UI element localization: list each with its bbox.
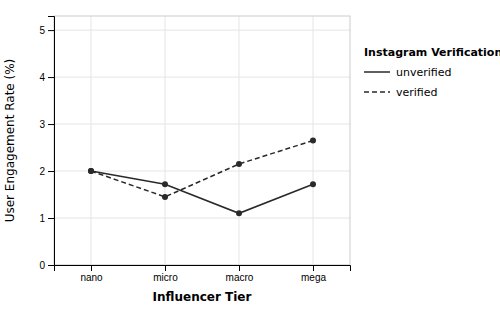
y-axis-title: User Engagement Rate (%) [3, 59, 17, 223]
x-tick-label: nano [80, 272, 103, 283]
y-tick-mark [48, 218, 54, 219]
y-axis: 0 1 2 3 4 5 [39, 17, 54, 271]
point [88, 168, 94, 174]
x-tick: mega [301, 265, 326, 283]
legend-entry: unverified [364, 66, 451, 79]
x-tick: nano [80, 265, 103, 283]
x-axis-title: Influencer Tier [153, 290, 252, 304]
series [88, 138, 316, 200]
grid-line-x [165, 16, 166, 265]
plot-frame [54, 16, 350, 265]
y-tick: 2 [39, 166, 54, 177]
plot: nano micro macro mega 0 1 2 3 4 5 [39, 16, 350, 283]
y-tick-label: 2 [39, 166, 45, 177]
y-tick: 1 [39, 213, 54, 224]
legend-entry: verified [364, 86, 438, 99]
legend-label: verified [396, 86, 438, 99]
grid-line-y [54, 218, 350, 219]
grid-line-x [239, 16, 240, 265]
point [162, 181, 168, 187]
line [91, 141, 313, 197]
grid [54, 16, 350, 265]
chart: nano micro macro mega 0 1 2 3 4 5 Influencer Tier U… [0, 0, 500, 309]
legend-label: unverified [396, 66, 451, 79]
point [310, 181, 316, 187]
grid-line-y [54, 77, 350, 78]
legend-title: Instagram Verification [364, 46, 500, 59]
y-tick-label: 0 [39, 260, 45, 271]
grid-line-y [54, 30, 350, 31]
grid-line-x [91, 16, 92, 265]
x-axis-line [55, 266, 351, 272]
point [236, 210, 242, 216]
y-tick-mark [48, 30, 54, 31]
series [88, 168, 316, 216]
y-tick-mark [48, 77, 54, 78]
x-axis: nano micro macro mega [55, 265, 351, 283]
y-tick-label: 5 [39, 25, 45, 36]
legend-swatch [364, 91, 390, 93]
x-tick-mark [165, 265, 166, 271]
line [91, 171, 313, 213]
point [162, 194, 168, 200]
x-tick-label: macro [226, 272, 254, 283]
y-axis-line [48, 17, 55, 266]
series-group [88, 138, 316, 217]
y-tick-label: 1 [39, 213, 45, 224]
y-tick-label: 3 [39, 119, 45, 130]
x-tick-label: mega [301, 272, 326, 283]
y-tick-mark [48, 265, 54, 266]
point [310, 138, 316, 144]
point [236, 161, 242, 167]
x-tick: macro [226, 265, 254, 283]
x-tick-mark [239, 265, 240, 271]
y-tick: 0 [39, 260, 54, 271]
grid-line-y [54, 171, 350, 172]
y-tick-mark [48, 171, 54, 172]
y-tick-label: 4 [39, 72, 45, 83]
y-tick: 3 [39, 119, 54, 130]
y-tick-mark [48, 124, 54, 125]
y-tick: 5 [39, 25, 54, 36]
legend-swatch [364, 71, 390, 73]
y-tick: 4 [39, 72, 54, 83]
grid-line-y [54, 124, 350, 125]
x-tick-mark [91, 265, 92, 271]
x-tick-mark [313, 265, 314, 271]
legend: Instagram Verification unverified verified [364, 46, 500, 99]
point [88, 168, 94, 174]
x-tick-label: micro [153, 272, 178, 283]
x-tick: micro [153, 265, 178, 283]
